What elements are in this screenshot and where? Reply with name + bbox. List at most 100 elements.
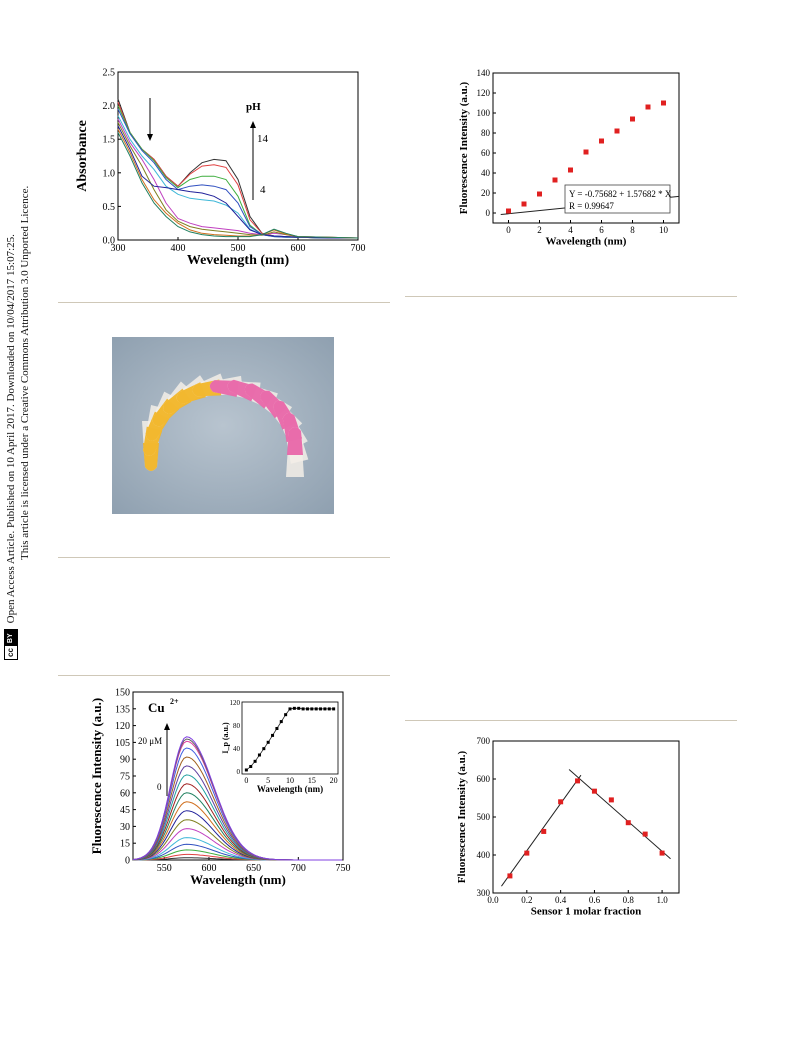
x-axis-label: Wevelength (nm): [187, 253, 290, 268]
data-point: [524, 850, 530, 856]
conc-top-label: 20 μM: [138, 736, 162, 746]
x-tick-label: 0.8: [623, 895, 635, 905]
plot-area: 0.0 0.2 0.4 0.6 0.8 1.0 300 400 500 600 700 Sensor …: [456, 736, 680, 918]
inset-data-point: [275, 726, 279, 730]
ph-arrowhead-icon: [250, 121, 256, 128]
licence-text-block: cc BY Open Access Article. Published on 10…: [4, 186, 40, 660]
ph-absorbance-chart: 300 400 500 600 700 0.0 0.5 1.0 1.5 2.0 2.5 Wevelen…: [75, 68, 366, 269]
y-tick-label: 60: [120, 788, 130, 799]
y-tick-label: 0.0: [103, 236, 116, 247]
y-tick-label: 600: [477, 774, 491, 784]
data-point: [630, 116, 635, 122]
x-tick-label: 8: [630, 225, 635, 235]
y-tick-label: 2.5: [103, 68, 116, 79]
data-point: [521, 201, 527, 207]
inset-chart: 0 5 10 15 20 0 40 80 120 Wavelength (nm) I_p (a.u.…: [221, 699, 339, 794]
inset-data-point: [249, 765, 253, 769]
absorbance-series-line: [117, 118, 359, 239]
x-tick-label: 400: [171, 243, 186, 254]
licence-line-wrap: This article is licensed under a Creativ…: [18, 186, 32, 660]
x-tick-label: 750: [336, 863, 351, 874]
ph-label: pH: [246, 101, 261, 113]
y-tick-label: 40: [481, 168, 491, 178]
y-axis-label: Fluorescence Intensity (a.u.): [458, 81, 470, 214]
y-tick-label: 45: [120, 805, 130, 816]
x-tick-label: 2: [537, 225, 542, 235]
y-tick-label: 135: [115, 704, 130, 715]
y-tick-label: 105: [115, 738, 130, 749]
data-point: [583, 149, 589, 155]
y-tick-label: 90: [120, 755, 130, 766]
y-tick-label: 2.0: [103, 101, 116, 112]
x-tick-label: 600: [201, 863, 216, 874]
divider: [405, 720, 737, 721]
inset-data-point: [297, 706, 301, 710]
divider: [58, 675, 390, 676]
up-arrowhead-icon: [164, 723, 170, 730]
cc-label: cc: [6, 648, 16, 657]
fit-equation: Y = -0.75682 + 1.57682 * X: [569, 189, 672, 199]
licence-sidebar: cc BY Open Access Article. Published on 10…: [4, 186, 40, 660]
inset-data-point: [284, 713, 288, 717]
inset-x-tick-label: 15: [308, 776, 316, 785]
cu-ion-label: Cu: [148, 700, 165, 715]
cc-by-badge-icon[interactable]: cc BY: [4, 629, 19, 660]
inset-data-point: [305, 707, 309, 711]
data-point: [608, 797, 614, 803]
x-tick-label: 700: [291, 863, 306, 874]
by-label: BY: [5, 630, 18, 647]
data-point: [537, 191, 542, 197]
x-tick-label: 500: [231, 243, 246, 254]
badge-row: cc BY Open Access Article. Published on 10…: [4, 200, 19, 660]
y-tick-label: 140: [477, 68, 491, 78]
y-tick-label: 75: [120, 772, 130, 783]
x-axis-label: Sensor 1 molar fraction: [531, 906, 642, 918]
data-point: [614, 128, 620, 134]
y-tick-label: 120: [477, 88, 491, 98]
data-point: [659, 850, 665, 856]
inset-frame: [241, 701, 339, 775]
divider: [58, 302, 390, 303]
inset-data-point: [301, 707, 305, 711]
y-tick-label: 60: [481, 148, 491, 158]
x-axis-label: Wavelength (nm): [546, 236, 627, 248]
data-point: [645, 104, 651, 110]
x-tick-label: 6: [599, 225, 604, 235]
tubes-image: [112, 337, 334, 514]
inset-data-point: [292, 706, 296, 710]
absorbance-series-line: [117, 115, 358, 239]
conc-bottom-label: 0: [157, 782, 162, 792]
data-point: [506, 208, 511, 214]
y-tick-label: 1.5: [103, 135, 116, 146]
inset-data-point: [279, 720, 283, 724]
y-tick-label: 80: [481, 128, 491, 138]
y-tick-label: 0.5: [103, 202, 116, 213]
y-tick-label: 15: [120, 839, 130, 850]
y-axis-label: Fluorescence Intensity (a.u.): [90, 698, 104, 854]
divider: [405, 296, 737, 297]
y-tick-label: 1.0: [103, 168, 116, 179]
x-tick-label: 0.6: [589, 895, 601, 905]
inset-data-point: [244, 768, 248, 772]
inset-data-point: [257, 753, 261, 757]
x-tick-label: 10: [659, 225, 669, 235]
inset-data-point: [327, 707, 331, 711]
y-axis-label: Absorbance: [75, 120, 90, 192]
x-tick-label: 0.2: [521, 895, 532, 905]
data-point: [599, 138, 604, 144]
y-tick-label: 400: [477, 850, 491, 860]
plot-area: 550 600 650 700 7500153045607590105120135150…: [90, 688, 351, 888]
licence-line[interactable]: This article is licensed under a Creativ…: [19, 185, 32, 560]
absorbance-series-line: [117, 128, 359, 239]
x-tick-label: 550: [157, 863, 172, 874]
absorbance-series-line: [117, 125, 358, 239]
data-point: [541, 828, 547, 834]
y-tick-label: 700: [477, 736, 491, 746]
data-point: [507, 873, 513, 879]
plot-area: 300 400 500 600 700 0.0 0.5 1.0 1.5 2.0 2.5 Wevelen…: [75, 68, 366, 269]
cu-fluorescence-chart: 550 600 650 700 7500153045607590105120135150…: [90, 688, 351, 888]
x-tick-label: 4: [568, 225, 573, 235]
data-point: [552, 177, 558, 183]
